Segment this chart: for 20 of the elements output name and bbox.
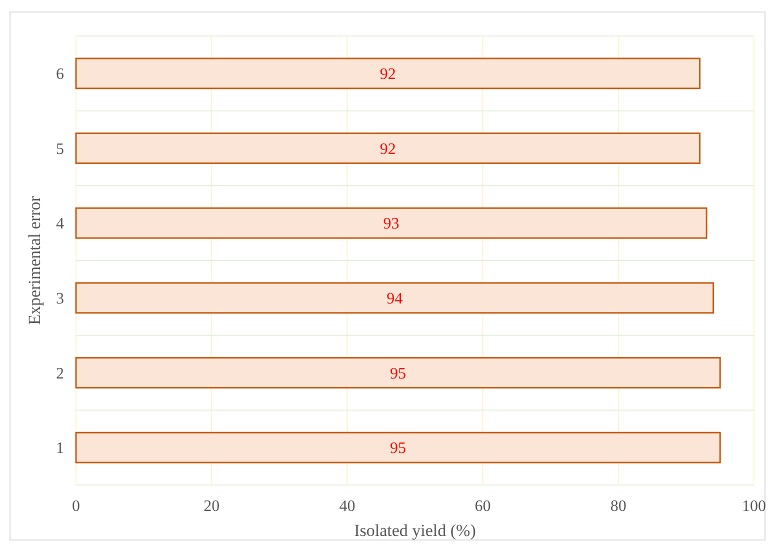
y-tick-label: 1	[56, 440, 64, 458]
y-axis-title: Experimental error	[25, 196, 44, 325]
y-tick-label: 2	[56, 365, 64, 382]
x-axis-title: Isolated yield (%)	[354, 521, 476, 540]
x-tick-label: 0	[72, 498, 80, 515]
y-tick-label: 4	[56, 216, 64, 233]
x-tick-label: 60	[474, 498, 491, 515]
x-tick-label: 20	[204, 498, 220, 515]
data-label: 93	[383, 216, 400, 233]
y-tick-label: 3	[56, 290, 64, 308]
x-tick-label: 80	[610, 498, 626, 515]
data-label: 95	[390, 365, 406, 382]
data-label: 92	[380, 66, 396, 84]
x-tick-label: 40	[339, 498, 356, 515]
data-label: 94	[386, 290, 403, 308]
data-label: 95	[390, 440, 406, 458]
y-tick-label: 6	[56, 66, 64, 84]
data-label: 92	[380, 140, 396, 158]
y-tick-label: 5	[56, 140, 64, 158]
x-tick-label: 100	[742, 498, 766, 515]
